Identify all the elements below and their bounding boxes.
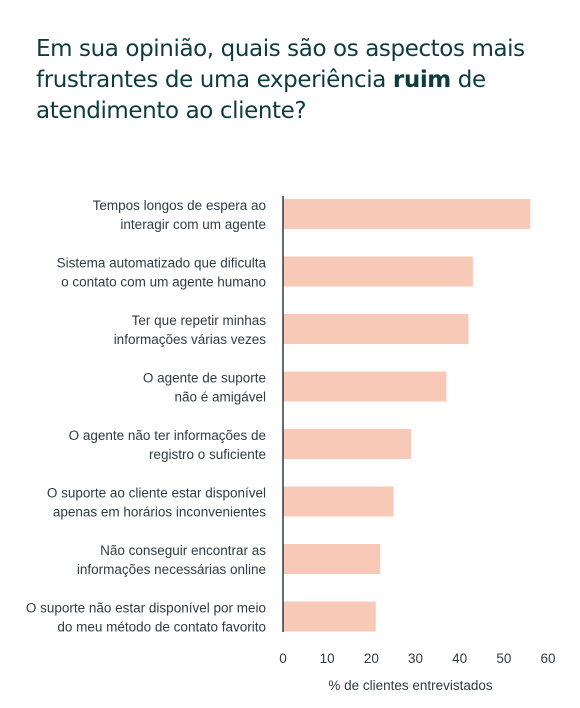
x-axis-title: % de clientes entrevistados — [328, 678, 493, 693]
category-label-7-line-1: Não conseguir encontrar as — [100, 543, 266, 558]
bar-7 — [283, 544, 381, 574]
category-labels-group: Tempos longos de espera ao interagir com … — [26, 198, 267, 635]
category-label-1-line-2: interagir com um agente — [120, 217, 266, 232]
category-label-2-line-1: Sistema automatizado que dificulta — [57, 256, 267, 271]
x-tick-labels-group: 0 10 20 30 40 50 60 — [279, 651, 555, 666]
category-label-7-line-2: informações necessárias online — [77, 562, 266, 577]
bar-3 — [283, 314, 469, 344]
bar-4 — [283, 371, 447, 402]
category-label-6-line-1: O suporte ao cliente estar disponível — [47, 486, 266, 501]
category-label-5-line-1: O agente não ter informações de — [69, 428, 266, 443]
x-tick-label-0: 0 — [279, 651, 287, 666]
bar-5 — [283, 429, 412, 459]
x-tick-label-30: 30 — [408, 651, 423, 666]
x-tick-label-20: 20 — [364, 651, 379, 666]
category-label-1-line-1: Tempos longos de espera ao — [93, 198, 266, 213]
category-label-3-line-2: informações várias vezes — [114, 332, 267, 347]
category-label-5-line-2: registro o suficiente — [149, 447, 266, 462]
category-label-3-line-1: Ter que repetir minhas — [132, 313, 267, 328]
x-tick-label-50: 50 — [496, 651, 511, 666]
category-label-8-line-1: O suporte não estar disponível por meio — [26, 601, 266, 616]
title-text-part1: Em sua opinião, quais são os aspectos ma… — [36, 36, 525, 93]
title-text-part2: de atendimento ao cliente? — [36, 67, 486, 124]
category-label-2-line-2: o contato com um agente humano — [61, 275, 266, 290]
category-label-4-line-2: não é amigável — [174, 390, 266, 405]
bar-2 — [283, 256, 473, 287]
bar-6 — [283, 486, 394, 517]
bar-8 — [283, 601, 376, 632]
category-label-4-line-1: O agente de suporte — [143, 371, 266, 386]
title-emphasis: ruim — [392, 67, 451, 93]
chart-title: Em sua opinião, quais são os aspectos ma… — [36, 34, 566, 127]
x-tick-label-40: 40 — [452, 651, 467, 666]
bar-1 — [283, 199, 531, 229]
bars-group — [283, 199, 531, 632]
category-label-8-line-2: do meu método de contato favorito — [57, 620, 266, 635]
x-tick-label-10: 10 — [320, 651, 335, 666]
category-label-6-line-2: apenas em horários inconvenientes — [53, 505, 266, 520]
x-tick-label-60: 60 — [540, 651, 555, 666]
